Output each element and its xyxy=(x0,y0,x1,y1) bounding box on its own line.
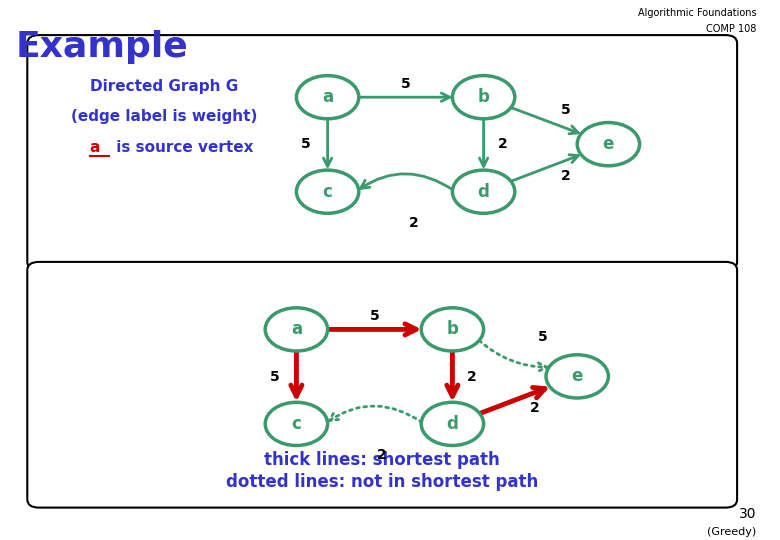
Circle shape xyxy=(421,308,484,351)
Text: Directed Graph G: Directed Graph G xyxy=(90,79,238,94)
FancyArrowPatch shape xyxy=(291,352,302,396)
Text: d: d xyxy=(446,415,459,433)
FancyArrowPatch shape xyxy=(324,119,332,166)
Text: 5: 5 xyxy=(537,330,548,344)
Text: 2: 2 xyxy=(409,215,418,230)
Circle shape xyxy=(296,170,359,213)
Text: e: e xyxy=(572,367,583,386)
FancyArrowPatch shape xyxy=(360,174,453,190)
FancyArrowPatch shape xyxy=(480,387,545,414)
Text: 5: 5 xyxy=(370,309,379,323)
Circle shape xyxy=(577,123,640,166)
Text: 2: 2 xyxy=(530,401,539,415)
Text: a: a xyxy=(291,320,302,339)
FancyArrowPatch shape xyxy=(447,352,458,396)
Text: 5: 5 xyxy=(301,138,310,151)
Text: (edge label is weight): (edge label is weight) xyxy=(71,109,257,124)
Text: Example: Example xyxy=(16,30,188,64)
Circle shape xyxy=(265,308,328,351)
Text: COMP 108: COMP 108 xyxy=(706,24,757,35)
Text: dotted lines: not in shortest path: dotted lines: not in shortest path xyxy=(226,472,538,491)
Circle shape xyxy=(546,355,608,398)
FancyArrowPatch shape xyxy=(329,406,422,422)
FancyArrowPatch shape xyxy=(480,119,488,166)
Circle shape xyxy=(265,402,328,446)
Circle shape xyxy=(452,76,515,119)
Circle shape xyxy=(452,170,515,213)
FancyBboxPatch shape xyxy=(27,35,737,270)
Text: d: d xyxy=(477,183,490,201)
Text: b: b xyxy=(477,88,490,106)
Text: 5: 5 xyxy=(401,77,410,91)
Circle shape xyxy=(296,76,359,119)
FancyArrowPatch shape xyxy=(511,107,578,134)
FancyArrowPatch shape xyxy=(328,324,416,335)
Text: c: c xyxy=(323,183,332,201)
Text: b: b xyxy=(446,320,459,339)
Text: 2: 2 xyxy=(561,169,570,183)
Text: a: a xyxy=(90,140,100,155)
Text: 2: 2 xyxy=(498,138,508,151)
Text: 5: 5 xyxy=(561,103,570,117)
Text: 30: 30 xyxy=(739,507,757,521)
Circle shape xyxy=(421,402,484,446)
Text: (Greedy): (Greedy) xyxy=(707,527,757,537)
Text: e: e xyxy=(603,135,614,153)
Text: 5: 5 xyxy=(270,370,279,383)
Text: thick lines: shortest path: thick lines: shortest path xyxy=(264,451,500,469)
Text: is source vertex: is source vertex xyxy=(111,140,254,155)
Text: Algorithmic Foundations: Algorithmic Foundations xyxy=(638,8,757,18)
Text: 2: 2 xyxy=(378,448,387,462)
FancyBboxPatch shape xyxy=(27,262,737,508)
FancyArrowPatch shape xyxy=(479,341,547,372)
FancyArrowPatch shape xyxy=(359,93,449,102)
Text: c: c xyxy=(292,415,301,433)
FancyArrowPatch shape xyxy=(511,155,578,181)
Text: 2: 2 xyxy=(467,370,477,383)
Text: a: a xyxy=(322,88,333,106)
